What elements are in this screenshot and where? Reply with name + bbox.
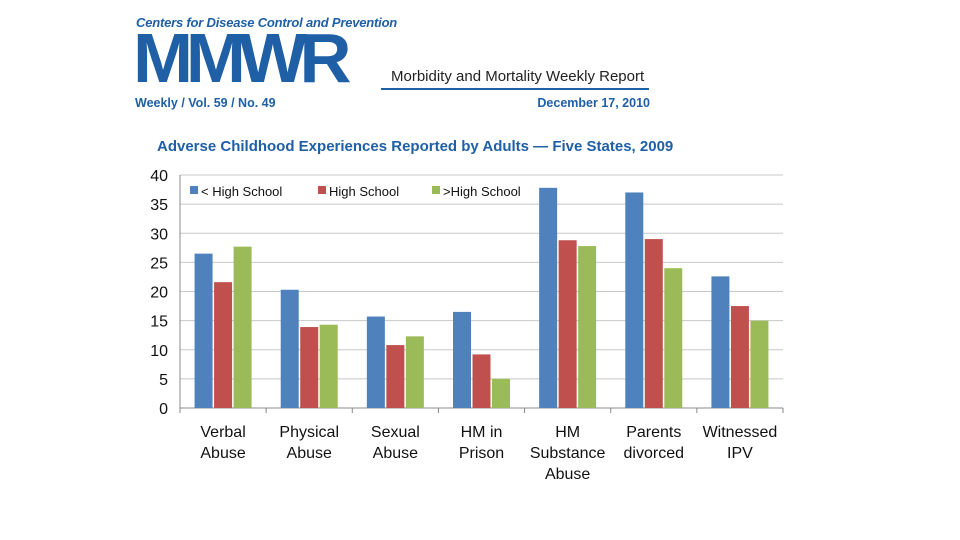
bar-high-school [492,378,510,408]
legend-swatch [432,186,440,194]
legend-label: >High School [443,184,521,199]
y-tick-label: 0 [159,401,168,418]
y-tick-label: 35 [150,197,168,214]
issue-info: Weekly / Vol. 59 / No. 49 [135,96,276,110]
x-tick-label: Abuse [373,445,418,462]
header-rule [381,88,649,90]
x-tick-label: IPV [727,445,753,462]
x-tick-label: Prison [459,445,504,462]
bar-high-school [539,187,558,408]
y-tick-label: 5 [159,372,168,389]
chart-title: Adverse Childhood Experiences Reported b… [157,138,674,155]
mmwr-logo: MMWR [133,19,352,97]
bar-high-school [472,354,491,408]
bar-high-school [386,345,405,408]
x-tick-label: Parents [626,424,681,441]
bar-high-school [319,324,338,408]
bar-high-school [644,239,663,408]
bar-high-school [194,253,213,408]
y-tick-label: 25 [150,255,168,272]
legend-label: High School [329,184,399,199]
x-tick-label: Substance [530,445,606,462]
bar-high-school [405,336,424,408]
x-tick-label: Abuse [200,445,245,462]
bar-high-school [558,240,577,408]
y-tick-label: 30 [150,226,168,243]
x-tick-label: HM [555,424,580,441]
y-tick-label: 40 [150,168,168,185]
bar-high-school [366,316,385,408]
bar-high-school [214,282,233,408]
x-tick-label: Sexual [371,424,420,441]
report-header: Centers for Disease Control and Preventi… [133,10,653,115]
report-subtitle: Morbidity and Mortality Weekly Report [391,68,645,85]
legend-swatch [318,186,326,194]
legend-swatch [190,186,198,194]
y-tick-label: 20 [150,285,168,302]
x-tick-label: Verbal [200,424,245,441]
bar-high-school [664,268,683,408]
x-tick-label: Witnessed [703,424,778,441]
bar-high-school [750,320,769,408]
bar-high-school [730,306,749,408]
y-tick-label: 15 [150,314,168,331]
bar-high-school [625,192,644,408]
bar-high-school [453,311,471,408]
x-tick-label: Physical [279,424,339,441]
legend-label: < High School [201,184,282,199]
bar-high-school [300,327,319,408]
x-tick-label: Abuse [287,445,332,462]
x-tick-label: HM in [461,424,503,441]
bar-high-school [233,246,252,408]
bar-high-school [711,276,730,408]
x-tick-label: Abuse [545,466,590,483]
y-tick-label: 10 [150,343,168,360]
org-name: Centers for Disease Control and Preventi… [136,15,398,30]
issue-date: December 17, 2010 [537,96,650,110]
x-tick-label: divorced [624,445,684,462]
bar-high-school [578,246,597,408]
bar-high-school [280,289,299,408]
